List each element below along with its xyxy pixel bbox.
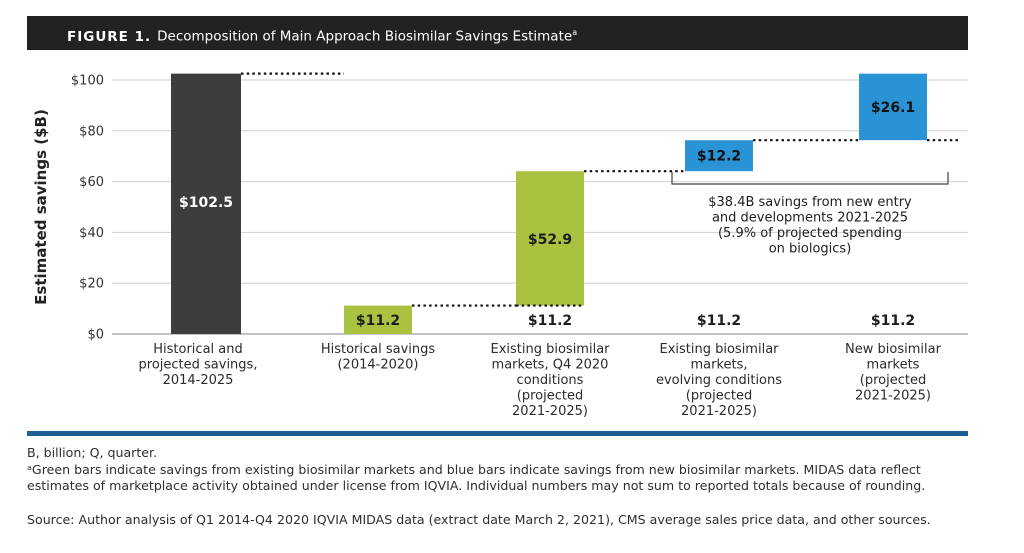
base-value-label: $11.2 — [871, 313, 915, 329]
x-category-label: evolving conditions — [656, 373, 782, 388]
bar-value-label: $11.2 — [356, 313, 400, 329]
bar — [344, 305, 412, 334]
x-category-label: Existing biosimilar — [659, 342, 779, 357]
y-axis-label: Estimated savings ($B) — [32, 109, 50, 305]
bar — [685, 140, 753, 172]
x-category-label: markets, Q4 2020 — [492, 358, 609, 373]
note-description: ᵃGreen bars indicate savings from existi… — [27, 462, 926, 493]
x-category-label: projected savings, — [139, 358, 258, 373]
x-category-label: (projected — [860, 373, 926, 388]
bar-value-label: $102.5 — [179, 195, 233, 211]
y-tick-label: $40 — [79, 226, 104, 241]
waterfall-chart: $0 $20 $40 $60 $80 $100 Estimated savings ($B)… — [32, 72, 968, 419]
x-category-label: (projected — [686, 389, 752, 404]
x-category-label: (2014-2020) — [337, 358, 418, 373]
bar-value-label: $52.9 — [528, 232, 572, 248]
divider-rule — [27, 431, 968, 436]
x-category-label: Historical and — [153, 342, 242, 357]
base-value-label: $11.2 — [697, 313, 741, 329]
x-category-label: Existing biosimilar — [490, 342, 610, 357]
x-category-label: 2021-2025) — [681, 404, 757, 419]
x-category-label: 2021-2025) — [855, 389, 931, 404]
bar — [859, 73, 927, 141]
x-category-label: 2014-2025 — [163, 373, 234, 388]
base-value-label: $11.2 — [528, 313, 572, 329]
annotation-text: and developments 2021-2025 — [712, 211, 908, 226]
figure-header: FIGURE 1. Decomposition of Main Approach … — [27, 16, 968, 50]
figure-title-text: Decomposition of Main Approach Biosimila… — [157, 28, 573, 45]
y-tick-label: $80 — [79, 124, 104, 139]
bar — [171, 73, 241, 335]
y-tick-label: $0 — [87, 328, 104, 343]
x-category-label: (projected — [517, 389, 583, 404]
note-abbreviations: B, billion; Q, quarter. — [27, 445, 158, 460]
x-category-label: markets — [867, 358, 920, 373]
bar-value-label: $26.1 — [871, 100, 915, 116]
note-source: Source: Author analysis of Q1 2014-Q4 20… — [27, 512, 931, 527]
bar — [516, 171, 584, 306]
x-category-label: markets, — [690, 358, 747, 373]
x-category-label: conditions — [517, 373, 584, 388]
y-tick-label: $20 — [79, 277, 104, 292]
annotation-text: $38.4B savings from new entry — [708, 195, 912, 210]
annotation-text: (5.9% of projected spending — [718, 226, 902, 241]
figure-title-marker: a — [572, 28, 578, 37]
y-tick-label: $60 — [79, 175, 104, 190]
annotation-text: on biologics) — [769, 242, 852, 257]
x-category-label: New biosimilar — [845, 342, 942, 357]
annotation-bracket — [671, 172, 949, 185]
y-tick-label: $100 — [71, 74, 104, 89]
figure-label: FIGURE 1. — [67, 28, 152, 45]
x-category-label: Historical savings — [321, 342, 436, 357]
x-category-label: 2021-2025) — [512, 404, 588, 419]
figure-title: FIGURE 1. Decomposition of Main Approach … — [67, 16, 577, 54]
bar-value-label: $12.2 — [697, 149, 741, 165]
